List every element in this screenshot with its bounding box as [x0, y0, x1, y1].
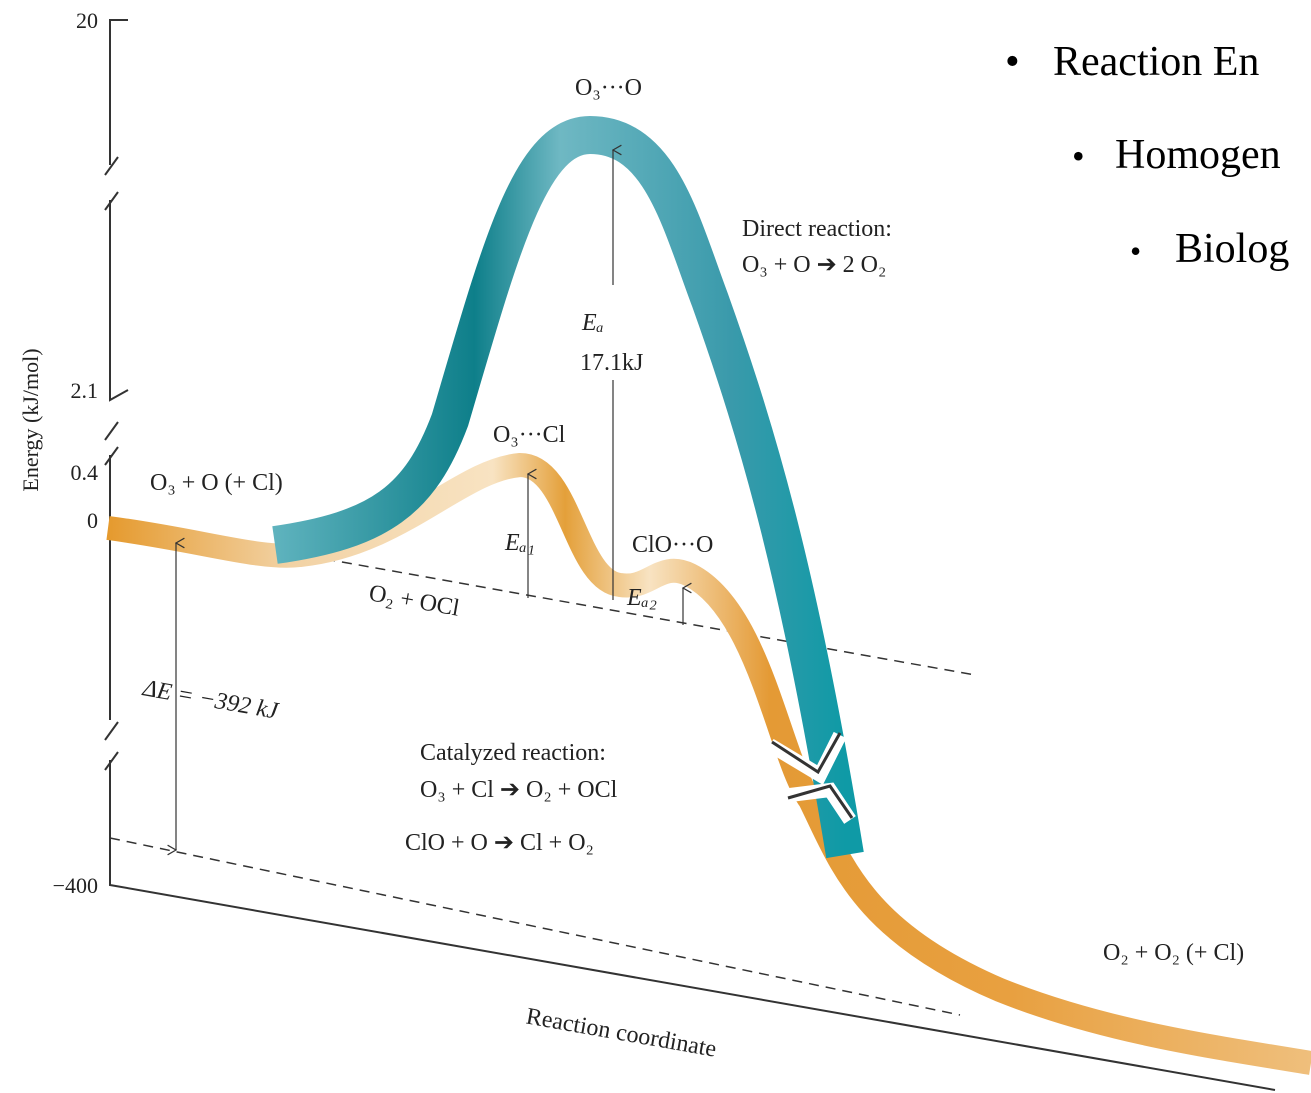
- label: O₂ + O₂ (+ Cl): [1103, 940, 1244, 966]
- y-axis-label: Energy (kJ/mol): [18, 348, 43, 491]
- band-break-lines: [771, 732, 854, 819]
- label-bg: [575, 285, 655, 380]
- bullet: Reaction En: [1053, 39, 1259, 85]
- label: Eₐ₁: [504, 530, 535, 556]
- x-axis-label: Reaction coordinate: [524, 1004, 718, 1063]
- bullet-dot: •: [1130, 233, 1141, 269]
- label: ΔE = −392 kJ: [140, 675, 281, 725]
- tick-label: 0.4: [71, 460, 99, 485]
- tick-label: 2.1: [71, 378, 99, 403]
- label: O₃ + Cl ➔ O₂ + OCl: [420, 777, 618, 803]
- label: Catalyzed reaction:: [420, 740, 606, 766]
- direct-band: [272, 115, 864, 859]
- dashed-lines: [109, 549, 976, 1016]
- bullet: Homogen: [1115, 132, 1281, 178]
- label: Eₐ: [581, 310, 604, 336]
- label: 17.1kJ: [580, 350, 643, 376]
- bullet-dot: •: [1005, 39, 1020, 85]
- label: Eₐ₂: [626, 585, 657, 611]
- label: ClO + O ➔ Cl + O₂: [405, 830, 594, 856]
- label: O₂ + OCl: [367, 580, 462, 622]
- label: ClO···O: [632, 532, 713, 558]
- tick-label: 0: [87, 508, 98, 533]
- tick-label: 20: [76, 8, 98, 33]
- bullet: Biolog: [1175, 226, 1289, 272]
- bullet-dot: •: [1072, 136, 1085, 176]
- tick-label: −400: [53, 873, 98, 898]
- label: O₃ + O ➔ 2 O₂: [742, 252, 886, 278]
- label: Direct reaction:: [742, 216, 892, 242]
- label: O₃···Cl: [493, 422, 566, 448]
- label: O₃ + O (+ Cl): [150, 470, 283, 496]
- label: O₃···O: [575, 75, 642, 101]
- axes: [104, 19, 1276, 1091]
